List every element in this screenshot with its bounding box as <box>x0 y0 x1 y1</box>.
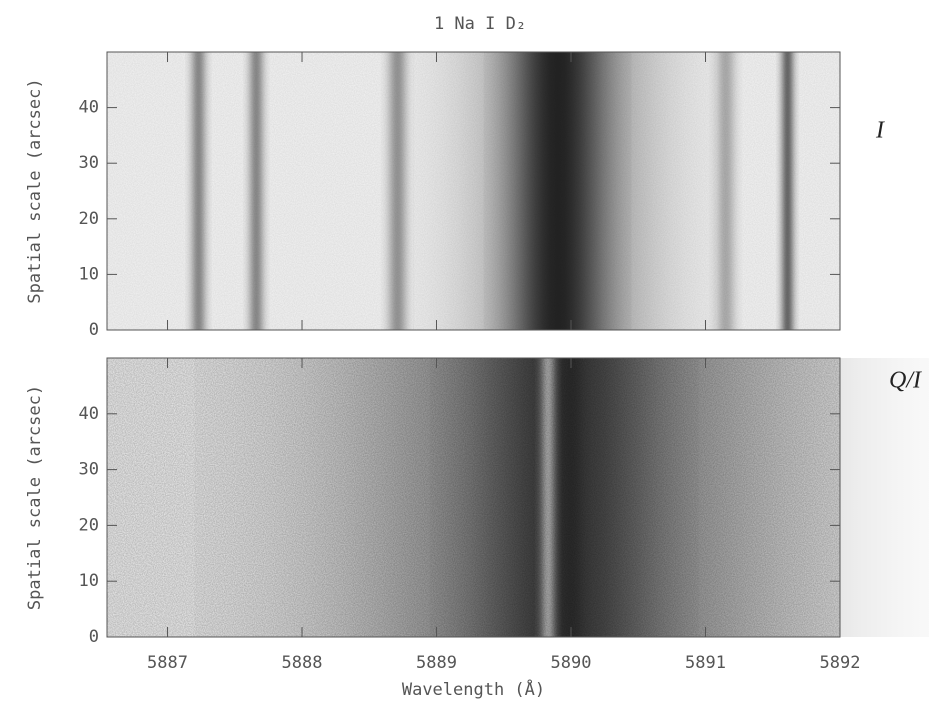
panel-label: I <box>875 118 885 144</box>
y-axis-label: Spatial scale (arcsec) <box>25 385 45 610</box>
x-tick-label: 5890 <box>551 653 592 673</box>
x-tick-label: 5889 <box>416 653 457 673</box>
x-axis-label: Wavelength (Å) <box>402 678 545 700</box>
x-tick-label: 5892 <box>820 653 861 673</box>
y-tick-label: 30 <box>79 460 99 480</box>
y-tick-label: 0 <box>89 627 99 647</box>
y-tick-label: 30 <box>79 153 99 173</box>
y-tick-label: 10 <box>79 264 99 284</box>
x-tick-label: 5891 <box>685 653 726 673</box>
y-tick-label: 40 <box>79 98 99 118</box>
y-tick-label: 40 <box>79 404 99 424</box>
panel-frame <box>106 51 841 331</box>
panel-frame <box>106 357 841 638</box>
y-tick-label: 10 <box>79 571 99 591</box>
x-tick-label: 5888 <box>282 653 323 673</box>
y-tick-label: 20 <box>79 209 99 229</box>
panel-label: Q/I <box>889 368 922 394</box>
y-tick-label: 20 <box>79 515 99 535</box>
x-tick-label: 5887 <box>147 653 188 673</box>
y-tick-label: 0 <box>89 320 99 340</box>
noise <box>107 52 840 330</box>
chart-title: 1 Na I D₂ <box>434 14 526 34</box>
y-axis-label: Spatial scale (arcsec) <box>25 78 45 303</box>
noise <box>107 358 840 637</box>
